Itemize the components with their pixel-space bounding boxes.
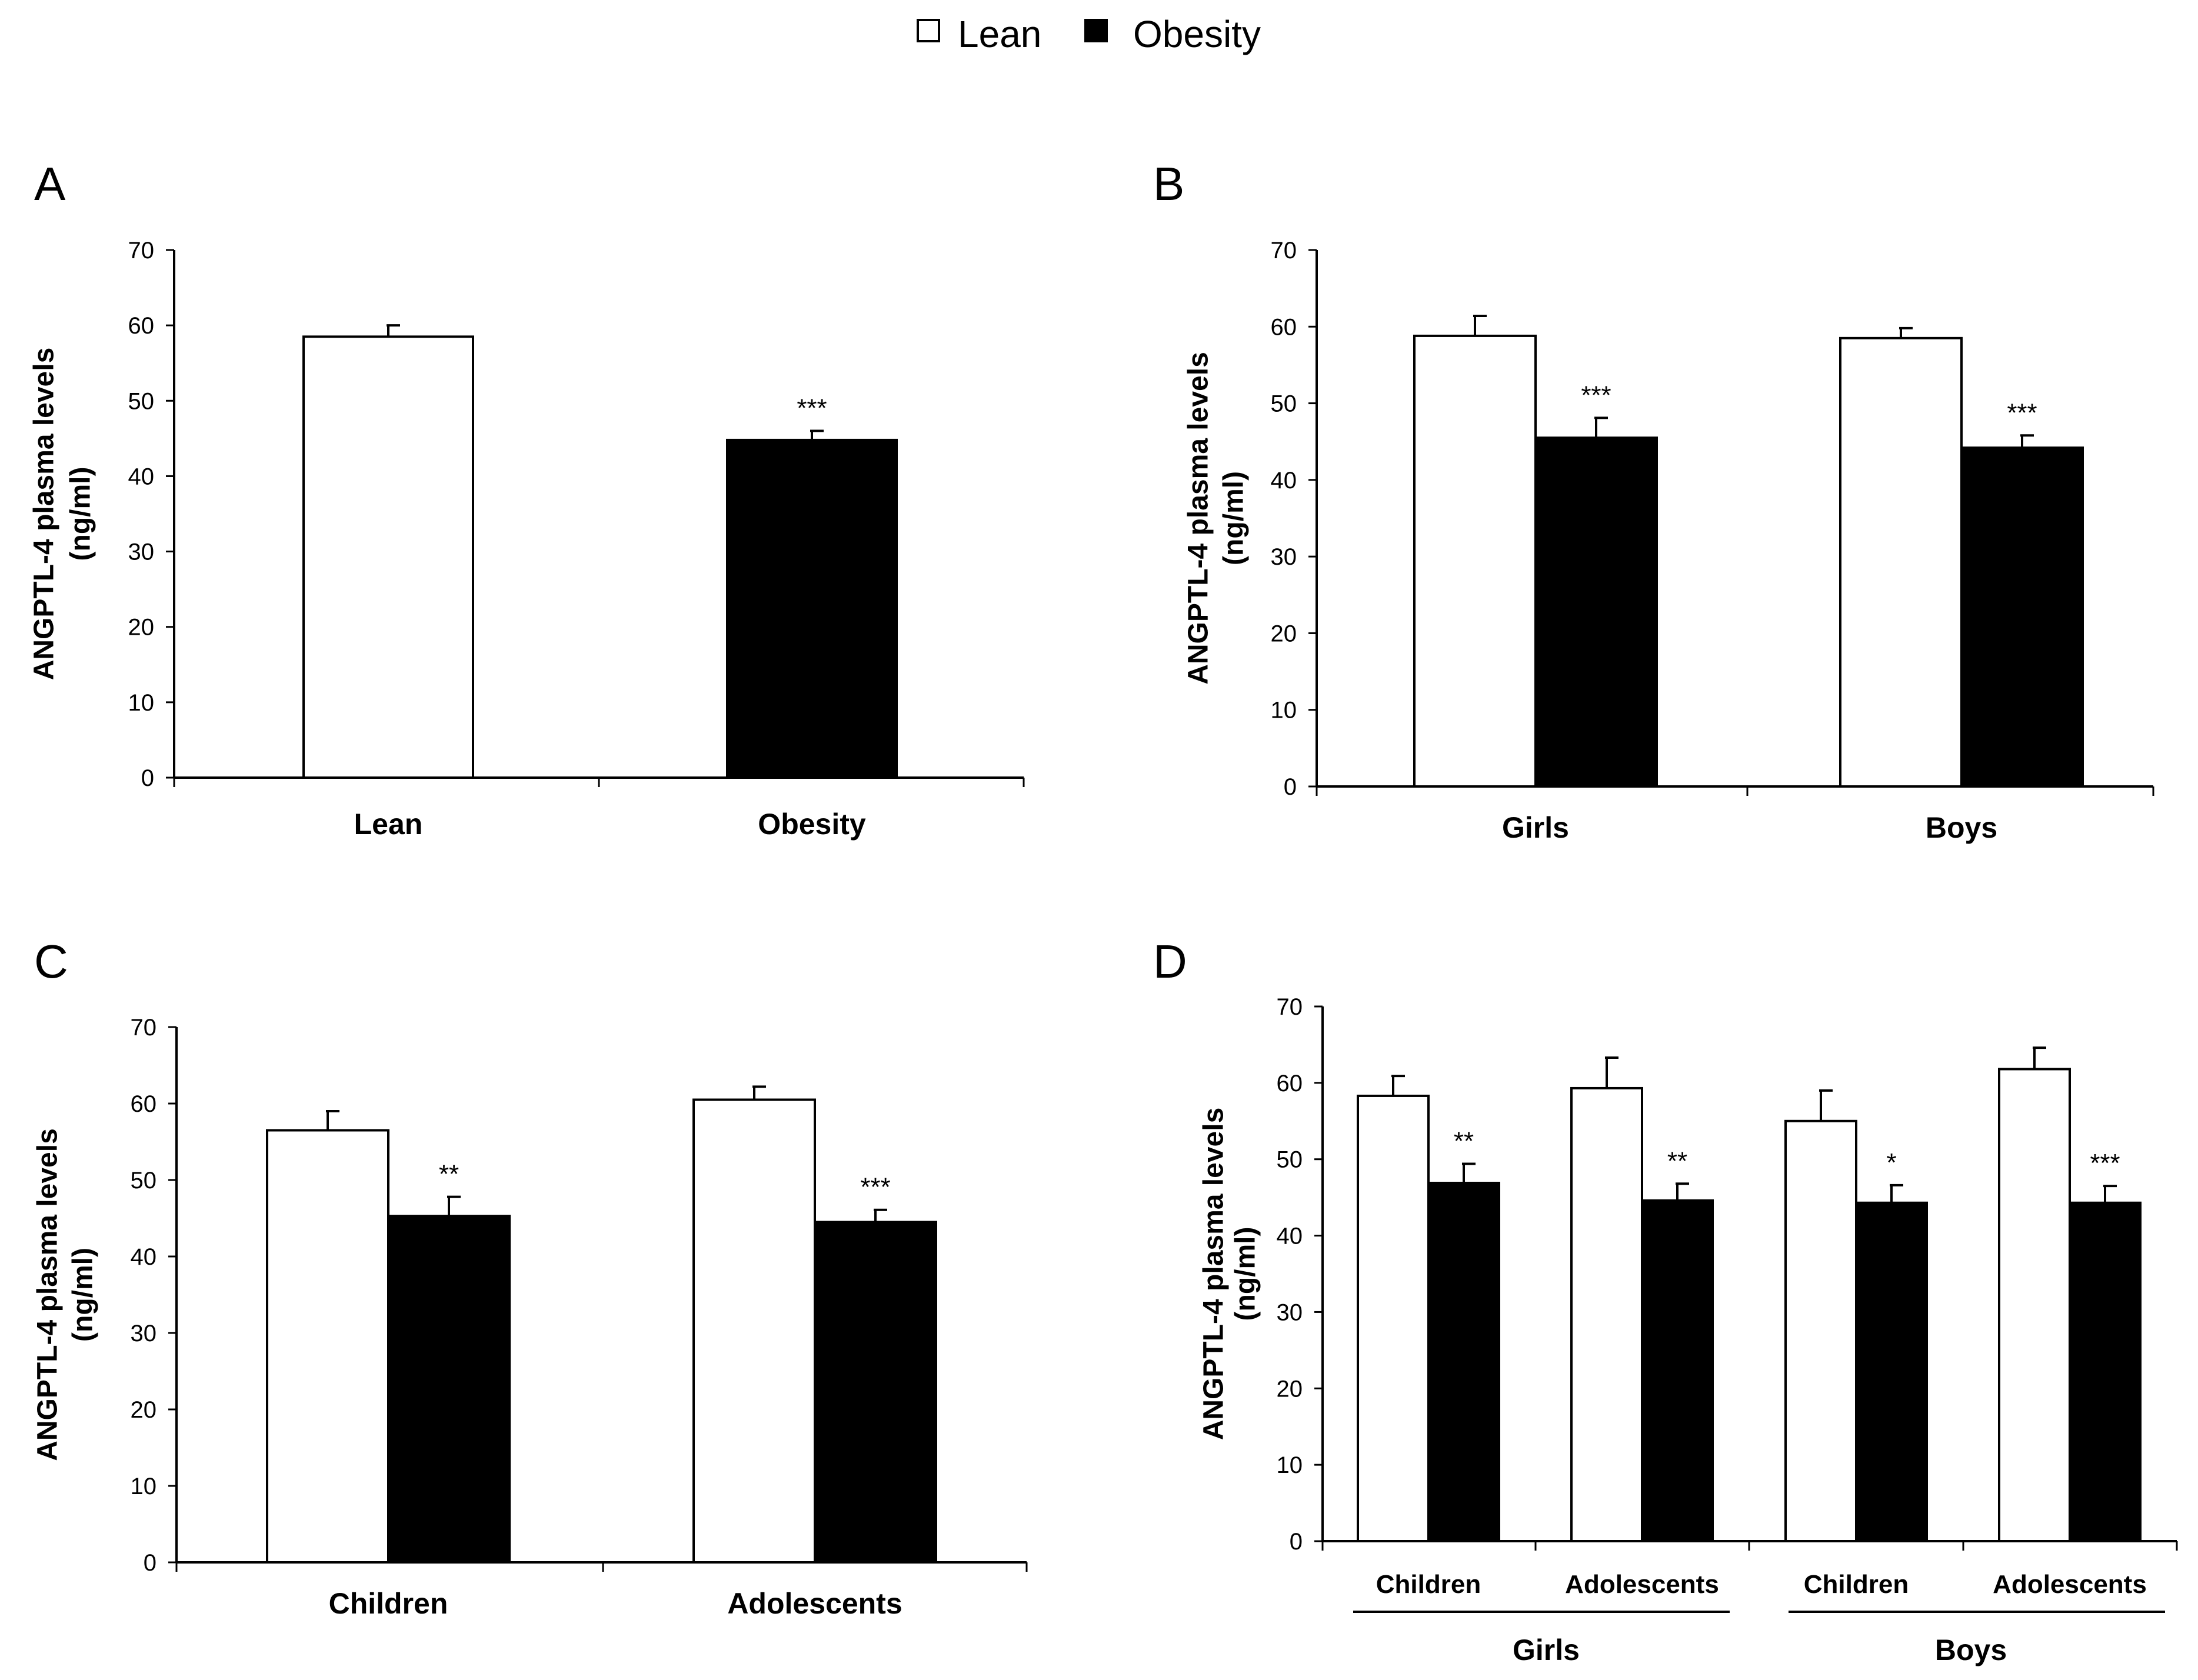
y-tick-label: 50 xyxy=(1271,391,1297,417)
y-tick-label: 70 xyxy=(131,1015,157,1041)
panel-a: A ANGPTL-4 plasma levels (ng/ml) 0 10 20 30 40 5… xyxy=(29,158,1025,841)
group-label: Girls xyxy=(1513,1634,1580,1666)
bar-lean xyxy=(302,335,474,779)
x-category-label: Boys xyxy=(1926,811,1997,844)
bar-obesity xyxy=(814,1221,937,1564)
x-category-label: Children xyxy=(1804,1570,1909,1599)
y-tick-label: 70 xyxy=(128,238,155,264)
y-tick-label: 30 xyxy=(1271,544,1297,570)
y-axis-label: ANGPTL-4 plasma levels xyxy=(32,1128,64,1461)
significance-marker: *** xyxy=(797,394,827,423)
bar-lean xyxy=(1570,1086,1643,1542)
y-axis-label: ANGPTL-4 plasma levels xyxy=(29,348,60,681)
y-tick-label: 20 xyxy=(131,1397,157,1423)
y-tick-label: 70 xyxy=(1271,238,1297,264)
y-tick-label: 0 xyxy=(144,1550,156,1576)
y-axis-label-units: (ng/ml) xyxy=(65,467,96,561)
significance-marker: ** xyxy=(1454,1127,1474,1156)
legend-swatch-obesity xyxy=(1084,19,1108,42)
group-label: Boys xyxy=(1935,1634,2007,1666)
bar-lean xyxy=(692,1098,816,1564)
y-tick-label: 50 xyxy=(128,388,155,414)
x-category-label: Lean xyxy=(354,808,423,841)
significance-marker: * xyxy=(1886,1148,1896,1177)
panel-letter: A xyxy=(34,158,66,210)
y-axis-label-units: (ng/ml) xyxy=(68,1248,99,1342)
bar-obesity xyxy=(1427,1181,1500,1542)
significance-marker: *** xyxy=(2090,1149,2120,1178)
legend-label-lean: Lean xyxy=(958,13,1041,55)
y-tick-label: 20 xyxy=(128,615,155,641)
bar-lean xyxy=(1784,1119,1857,1543)
y-tick-label: 60 xyxy=(1277,1071,1303,1096)
y-axis-label-units: (ng/ml) xyxy=(1230,1227,1261,1321)
bar-obesity xyxy=(1960,446,2084,788)
y-tick-label: 10 xyxy=(1277,1452,1303,1478)
y-tick-label: 40 xyxy=(128,464,155,489)
bar-obesity xyxy=(1855,1201,1928,1543)
y-tick-label: 40 xyxy=(131,1244,157,1270)
panel-d: D ANGPTL-4 plasma levels (ng/ml) 0 10 20 30 40 5… xyxy=(1153,935,2178,1666)
bar-lean xyxy=(1357,1094,1430,1542)
bar-lean xyxy=(266,1129,389,1564)
bar-obesity xyxy=(1641,1199,1714,1542)
y-tick-label: 60 xyxy=(128,313,155,339)
y-tick-label: 60 xyxy=(131,1091,157,1117)
legend: Lean Obesity xyxy=(917,13,1261,55)
x-category-label: Children xyxy=(1376,1570,1481,1599)
bar-obesity xyxy=(387,1215,511,1564)
y-tick-label: 60 xyxy=(1271,314,1297,340)
y-tick-label: 50 xyxy=(1277,1147,1303,1173)
y-tick-label: 10 xyxy=(131,1474,157,1499)
x-category-label: Obesity xyxy=(758,808,866,841)
x-category-label: Adolescents xyxy=(727,1587,902,1620)
panel-c: C ANGPTL-4 plasma levels (ng/ml) 0 10 20 30 40 5… xyxy=(32,935,1028,1620)
panel-letter: B xyxy=(1153,158,1184,210)
legend-label-obesity: Obesity xyxy=(1133,13,1261,55)
x-category-label: Girls xyxy=(1502,811,1569,844)
y-tick-label: 20 xyxy=(1271,621,1297,646)
significance-marker: ** xyxy=(439,1160,459,1189)
bar-lean xyxy=(1413,334,1537,788)
y-tick-label: 30 xyxy=(131,1321,157,1346)
y-axis-label-units: (ng/ml) xyxy=(1218,471,1250,565)
x-category-label: Children xyxy=(329,1587,448,1620)
significance-marker: *** xyxy=(860,1173,890,1202)
significance-marker: *** xyxy=(1581,381,1611,409)
panel-letter: D xyxy=(1153,935,1187,988)
bar-obesity xyxy=(726,438,898,779)
y-tick-label: 30 xyxy=(128,539,155,565)
y-tick-label: 20 xyxy=(1277,1376,1303,1402)
panel-b: B ANGPTL-4 plasma levels (ng/ml) 0 10 20 30 40 5… xyxy=(1153,158,2154,844)
y-tick-label: 70 xyxy=(1277,994,1303,1020)
y-tick-label: 0 xyxy=(1290,1529,1303,1555)
y-tick-label: 40 xyxy=(1277,1224,1303,1249)
bar-obesity xyxy=(2069,1201,2142,1543)
y-tick-label: 0 xyxy=(1284,774,1297,800)
significance-marker: ** xyxy=(1667,1146,1687,1175)
y-tick-label: 30 xyxy=(1277,1299,1303,1325)
y-axis-label: ANGPTL-4 plasma levels xyxy=(1183,352,1214,685)
y-tick-label: 40 xyxy=(1271,468,1297,494)
bar-lean xyxy=(1998,1068,2071,1543)
y-tick-label: 0 xyxy=(141,765,154,791)
x-category-label: Adolescents xyxy=(1565,1570,1719,1599)
y-tick-label: 10 xyxy=(128,690,155,716)
legend-swatch-lean xyxy=(917,19,940,42)
x-category-label: Adolescents xyxy=(1993,1570,2147,1599)
y-tick-label: 10 xyxy=(1271,698,1297,724)
significance-marker: *** xyxy=(2007,398,2037,427)
panel-letter: C xyxy=(34,935,68,988)
bar-obesity xyxy=(1534,436,1658,788)
y-tick-label: 50 xyxy=(131,1168,157,1194)
bar-lean xyxy=(1839,336,1963,788)
y-axis-label: ANGPTL-4 plasma levels xyxy=(1198,1108,1230,1441)
